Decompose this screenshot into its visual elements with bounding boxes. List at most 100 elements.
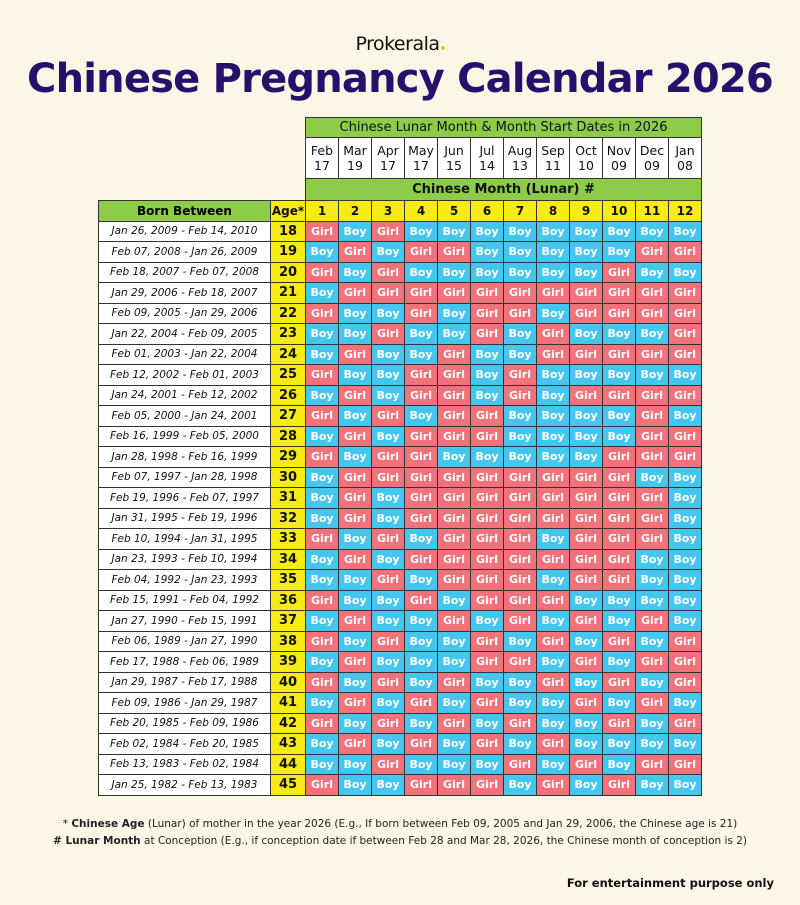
age-cell: 19 bbox=[270, 241, 306, 263]
age-cell: 21 bbox=[270, 282, 306, 304]
girl-cell: Girl bbox=[470, 548, 504, 570]
girl-cell: Girl bbox=[635, 446, 669, 468]
age-cell: 20 bbox=[270, 261, 306, 283]
boy-cell: Boy bbox=[503, 671, 537, 693]
girl-cell: Girl bbox=[437, 241, 471, 263]
boy-cell: Boy bbox=[338, 569, 372, 591]
boy-cell: Boy bbox=[635, 589, 669, 611]
boy-cell: Boy bbox=[602, 425, 636, 447]
boy-cell: Boy bbox=[404, 651, 438, 673]
boy-cell: Boy bbox=[536, 302, 570, 324]
gender-prediction-table: Born Between Age* 1 2 3 4 5 6 7 8 9 10 11 12 Jan 26… bbox=[98, 200, 702, 796]
girl-cell: Girl bbox=[338, 692, 372, 714]
girl-cell: Girl bbox=[338, 384, 372, 406]
boy-cell: Boy bbox=[305, 651, 339, 673]
girl-cell: Girl bbox=[305, 446, 339, 468]
girl-cell: Girl bbox=[635, 425, 669, 447]
boy-cell: Boy bbox=[536, 651, 570, 673]
lunar-month-number: 7 bbox=[503, 200, 537, 222]
girl-cell: Girl bbox=[602, 343, 636, 365]
girl-cell: Girl bbox=[338, 343, 372, 365]
age-cell: 34 bbox=[270, 548, 306, 570]
girl-cell: Girl bbox=[338, 282, 372, 304]
boy-cell: Boy bbox=[338, 774, 372, 796]
born-between-cell: Jan 22, 2004 - Feb 09, 2005 bbox=[98, 323, 271, 345]
table-row: Feb 07, 1997 - Jan 28, 1998 30 Boy Girl Girl… bbox=[98, 466, 702, 488]
month-start-date: Feb 17 bbox=[305, 137, 339, 179]
girl-cell: Girl bbox=[371, 323, 405, 345]
month-day: 17 bbox=[380, 158, 396, 173]
lunar-month-number: 3 bbox=[371, 200, 405, 222]
boy-cell: Boy bbox=[404, 569, 438, 591]
girl-cell: Girl bbox=[404, 466, 438, 488]
boy-cell: Boy bbox=[404, 343, 438, 365]
age-cell: 22 bbox=[270, 302, 306, 324]
boy-cell: Boy bbox=[536, 446, 570, 468]
table-header-row: Born Between Age* 1 2 3 4 5 6 7 8 9 10 11 12 bbox=[98, 200, 702, 222]
girl-cell: Girl bbox=[602, 630, 636, 652]
girl-cell: Girl bbox=[569, 343, 603, 365]
girl-cell: Girl bbox=[668, 343, 702, 365]
month-day: 09 bbox=[611, 158, 627, 173]
boy-cell: Boy bbox=[602, 241, 636, 263]
girl-cell: Girl bbox=[503, 610, 537, 632]
boy-cell: Boy bbox=[338, 302, 372, 324]
girl-cell: Girl bbox=[635, 507, 669, 529]
girl-cell: Girl bbox=[536, 323, 570, 345]
born-between-cell: Feb 07, 1997 - Jan 28, 1998 bbox=[98, 466, 271, 488]
boy-cell: Boy bbox=[404, 630, 438, 652]
month-day: 17 bbox=[413, 158, 429, 173]
table-row: Jan 29, 1987 - Feb 17, 1988 40 Girl Boy Girl… bbox=[98, 671, 702, 693]
table-row: Feb 05, 2000 - Jan 24, 2001 27 Girl Boy Girl… bbox=[98, 405, 702, 427]
boy-cell: Boy bbox=[536, 220, 570, 242]
boy-cell: Boy bbox=[404, 671, 438, 693]
boy-cell: Boy bbox=[371, 487, 405, 509]
age-cell: 41 bbox=[270, 692, 306, 714]
girl-cell: Girl bbox=[635, 692, 669, 714]
born-between-cell: Feb 01, 2003 - Jan 22, 2004 bbox=[98, 343, 271, 365]
girl-cell: Girl bbox=[536, 630, 570, 652]
month-start-date: Aug 13 bbox=[503, 137, 537, 179]
boy-cell: Boy bbox=[503, 241, 537, 263]
age-cell: 25 bbox=[270, 364, 306, 386]
boy-cell: Boy bbox=[470, 712, 504, 734]
age-header: Age* bbox=[270, 200, 306, 222]
boy-cell: Boy bbox=[470, 384, 504, 406]
boy-cell: Boy bbox=[404, 610, 438, 632]
lunar-month-number: 6 bbox=[470, 200, 504, 222]
month-day: 17 bbox=[314, 158, 330, 173]
girl-cell: Girl bbox=[437, 671, 471, 693]
month-day: 10 bbox=[578, 158, 594, 173]
age-cell: 42 bbox=[270, 712, 306, 734]
girl-cell: Girl bbox=[470, 425, 504, 447]
girl-cell: Girl bbox=[305, 261, 339, 283]
month-name: Oct bbox=[575, 143, 597, 158]
boy-cell: Boy bbox=[668, 610, 702, 632]
age-cell: 33 bbox=[270, 528, 306, 550]
month-name: Apr bbox=[377, 143, 399, 158]
girl-cell: Girl bbox=[668, 712, 702, 734]
girl-cell: Girl bbox=[503, 528, 537, 550]
boy-cell: Boy bbox=[569, 712, 603, 734]
boy-cell: Boy bbox=[305, 282, 339, 304]
girl-cell: Girl bbox=[371, 671, 405, 693]
girl-cell: Girl bbox=[437, 405, 471, 427]
boy-cell: Boy bbox=[668, 364, 702, 386]
month-day: 11 bbox=[545, 158, 561, 173]
girl-cell: Girl bbox=[635, 343, 669, 365]
girl-cell: Girl bbox=[668, 446, 702, 468]
month-start-date: Nov 09 bbox=[602, 137, 636, 179]
girl-cell: Girl bbox=[536, 733, 570, 755]
girl-cell: Girl bbox=[305, 774, 339, 796]
boy-cell: Boy bbox=[338, 630, 372, 652]
born-between-cell: Feb 06, 1989 - Jan 27, 1990 bbox=[98, 630, 271, 652]
boy-cell: Boy bbox=[635, 630, 669, 652]
girl-cell: Girl bbox=[569, 507, 603, 529]
boy-cell: Boy bbox=[470, 220, 504, 242]
born-between-cell: Feb 09, 1986 - Jan 29, 1987 bbox=[98, 692, 271, 714]
boy-cell: Boy bbox=[536, 261, 570, 283]
boy-cell: Boy bbox=[305, 692, 339, 714]
girl-cell: Girl bbox=[602, 261, 636, 283]
boy-cell: Boy bbox=[668, 487, 702, 509]
boy-cell: Boy bbox=[338, 261, 372, 283]
